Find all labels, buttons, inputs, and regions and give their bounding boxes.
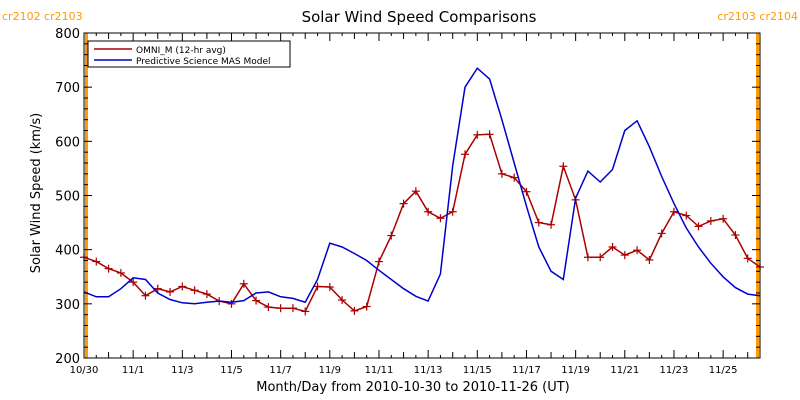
- x-tick-label: 11/7: [269, 365, 291, 376]
- data-point-omni: [325, 283, 334, 292]
- x-tick-label: 11/5: [220, 365, 242, 376]
- data-point-omni: [288, 304, 297, 313]
- data-point-omni: [350, 306, 359, 315]
- data-point-omni: [719, 214, 728, 223]
- x-tick-label: 11/3: [171, 365, 193, 376]
- data-point-omni: [374, 257, 383, 266]
- data-point-omni: [559, 162, 568, 171]
- data-point-omni: [547, 220, 556, 229]
- data-point-omni: [338, 296, 347, 305]
- data-point-omni: [657, 229, 666, 238]
- data-point-omni: [436, 214, 445, 223]
- data-point-omni: [362, 302, 371, 311]
- data-point-omni: [239, 279, 248, 288]
- y-tick-label: 500: [55, 190, 80, 205]
- data-point-omni: [264, 303, 273, 312]
- y-tick-label: 700: [55, 81, 80, 96]
- series-layer: [80, 67, 764, 316]
- data-point-omni: [461, 150, 470, 159]
- data-point-omni: [694, 222, 703, 231]
- data-point-omni: [153, 284, 162, 293]
- data-point-omni: [313, 282, 322, 291]
- x-tick-label: 11/11: [365, 365, 394, 376]
- x-axis-label: Month/Day from 2010-10-30 to 2010-11-26 …: [256, 380, 569, 395]
- axes-layer: 200 300 400 500 600 700 800 10/30 11/1 11/3 11/5 11…: [55, 27, 761, 376]
- plot-frame: [83, 32, 761, 359]
- legend-box: [87, 40, 291, 68]
- legend-label: OMNI_M (12-hr avg): [136, 46, 226, 56]
- data-point-omni: [706, 216, 715, 225]
- data-point-omni: [116, 268, 125, 277]
- data-point-omni: [166, 287, 175, 296]
- data-point-omni: [399, 199, 408, 208]
- data-point-omni: [497, 169, 506, 178]
- data-point-omni: [522, 187, 531, 196]
- data-point-omni: [227, 299, 236, 308]
- data-point-omni: [633, 246, 642, 255]
- y-tick-label: 800: [55, 27, 80, 42]
- x-tick-label: 11/23: [660, 365, 689, 376]
- data-point-omni: [485, 130, 494, 139]
- data-point-omni: [448, 207, 457, 216]
- data-point-omni: [743, 254, 752, 263]
- series-line-omni: [83, 133, 761, 313]
- chart-title: Solar Wind Speed Comparisons: [302, 8, 537, 26]
- data-point-omni: [387, 231, 396, 240]
- data-point-omni: [534, 218, 543, 227]
- data-point-omni: [669, 207, 678, 216]
- legend-label: Predictive Science MAS Model: [136, 57, 271, 67]
- data-point-omni: [473, 130, 482, 139]
- data-point-omni: [510, 173, 519, 182]
- data-point-omni: [583, 253, 592, 262]
- data-point-omni: [92, 257, 101, 266]
- x-tick-label: 10/30: [70, 365, 99, 376]
- data-point-omni: [424, 207, 433, 216]
- data-point-omni: [252, 296, 261, 305]
- x-tick-label: 11/9: [319, 365, 341, 376]
- x-tick-label: 11/17: [512, 365, 541, 376]
- x-tick-label: 11/1: [122, 365, 144, 376]
- y-axis-label: Solar Wind Speed (km/s): [29, 113, 44, 273]
- data-point-omni: [608, 242, 617, 251]
- y-tick-label: 300: [55, 298, 80, 313]
- series-line-mas-model: [83, 67, 761, 305]
- data-point-omni: [596, 253, 605, 262]
- data-point-omni: [129, 278, 138, 287]
- data-point-omni: [682, 211, 691, 220]
- data-point-omni: [104, 264, 113, 273]
- x-tick-label: 11/15: [463, 365, 492, 376]
- x-tick-label: 11/25: [709, 365, 738, 376]
- data-point-omni: [141, 291, 150, 300]
- y-tick-label: 600: [55, 135, 80, 150]
- data-point-omni: [276, 304, 285, 313]
- x-tick-label: 11/21: [610, 365, 639, 376]
- x-tick-label: 11/19: [561, 365, 590, 376]
- data-point-omni: [190, 286, 199, 295]
- legend: OMNI_M (12-hr avg)Predictive Science MAS…: [87, 40, 291, 68]
- data-point-omni: [731, 231, 740, 240]
- y-tick-label: 400: [55, 244, 80, 259]
- x-tick-label: 11/13: [414, 365, 443, 376]
- y-tick-label: 200: [55, 352, 80, 367]
- data-point-omni: [202, 290, 211, 299]
- data-point-omni: [620, 251, 629, 260]
- data-point-omni: [645, 255, 654, 264]
- data-point-omni: [411, 187, 420, 196]
- rotation-marker-label: cr2103 cr2104: [717, 10, 798, 23]
- data-point-omni: [178, 282, 187, 291]
- data-point-omni: [301, 307, 310, 316]
- rotation-marker-label: cr2102 cr2103: [2, 10, 83, 23]
